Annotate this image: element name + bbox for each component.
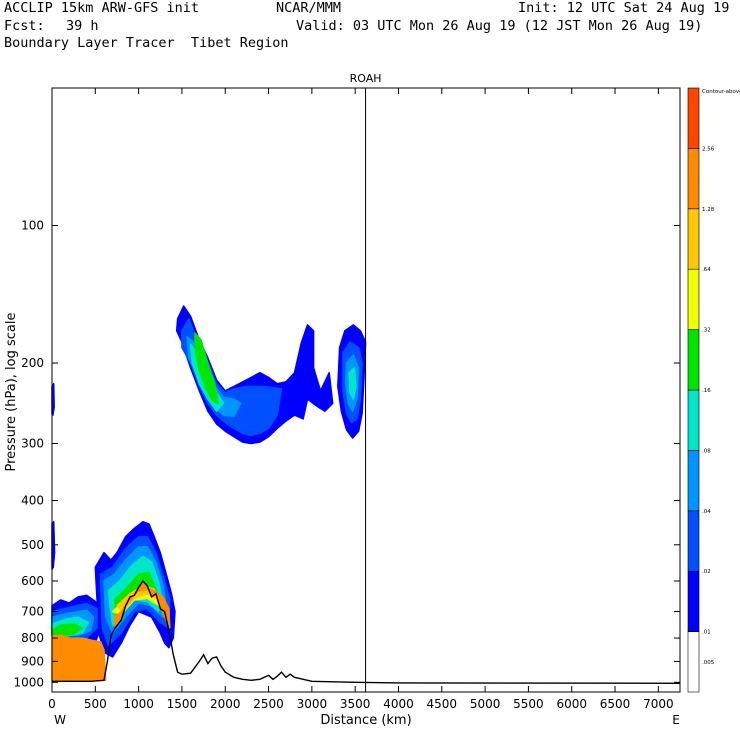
header-init: Init: 12 UTC Sat 24 Aug 19 <box>518 0 730 16</box>
colorbar-swatch <box>687 631 700 693</box>
y-tick-label: 300 <box>21 436 44 450</box>
station-label: ROAH <box>350 72 382 85</box>
header-fcst-label: Fcst: <box>4 18 45 34</box>
y-ticks: 100 200 300 400 500 600 700 800 900 1000 <box>13 219 680 689</box>
colorbar-label: .32 <box>702 328 711 334</box>
colorbar-swatch <box>687 510 700 572</box>
y-tick-label: 600 <box>21 574 44 588</box>
tracer-region-7 <box>181 318 283 437</box>
header-fcst-value: 39 h <box>66 18 99 34</box>
colorbar-label: .005 <box>702 660 715 666</box>
x-tick-label: 3000 <box>297 697 328 711</box>
y-axis-label: Pressure (hPa), log scale <box>4 313 19 472</box>
east-end-label: E <box>672 713 680 727</box>
y-tick-label: 800 <box>21 631 44 645</box>
header-model: ACCLIP 15km ARW-GFS init <box>4 0 200 16</box>
colorbar-label: Contour-above <box>702 89 740 95</box>
colorbar-label: .16 <box>702 388 711 394</box>
colorbar-swatch <box>687 329 700 391</box>
colorbar-swatch <box>687 570 700 632</box>
colorbar: .005 .01 .02 .04 .08 .16 .32 .64 1.28 2.56 Contour… <box>687 87 740 693</box>
colorbar-label: .64 <box>702 267 711 273</box>
x-ticks: 0 500 1000 1500 2000 2500 3000 3500 4000 4500 5000… <box>48 88 674 711</box>
header-org: NCAR/MMM <box>276 0 342 16</box>
y-tick-label: 1000 <box>13 675 44 689</box>
x-tick-label: 6000 <box>556 697 587 711</box>
x-tick-label: 4000 <box>383 697 414 711</box>
colorbar-label: .02 <box>702 569 711 575</box>
colorbar-label: .01 <box>702 630 711 636</box>
x-tick-label: 4500 <box>427 697 458 711</box>
tracer-region-19 <box>194 332 220 405</box>
colorbar-swatch <box>687 148 700 210</box>
y-tick-label: 900 <box>21 654 44 668</box>
colorbar-label: 1.28 <box>702 207 715 213</box>
colorbar-label: 2.56 <box>702 146 715 152</box>
x-tick-label: 2500 <box>253 697 284 711</box>
x-tick-label: 2000 <box>210 697 241 711</box>
x-tick-label: 3500 <box>340 697 371 711</box>
x-tick-label: 7000 <box>643 697 674 711</box>
header-field: Boundary Layer Tracer Tibet Region <box>4 35 289 51</box>
tracer-region-24 <box>51 634 107 683</box>
terrain-line <box>52 579 681 684</box>
colorbar-label: .04 <box>702 509 711 515</box>
y-tick-label: 400 <box>21 494 44 508</box>
y-tick-label: 100 <box>21 219 44 233</box>
x-tick-label: 6500 <box>600 697 631 711</box>
tracer-region-16 <box>348 367 357 400</box>
y-tick-label: 500 <box>21 538 44 552</box>
terrain-layer <box>52 579 681 684</box>
x-tick-label: 5000 <box>470 697 501 711</box>
x-tick-label: 0 <box>48 697 56 711</box>
colorbar-swatch <box>687 208 700 270</box>
x-tick-label: 1000 <box>123 697 154 711</box>
west-end-label: W <box>54 713 66 727</box>
colorbar-label: .08 <box>702 448 711 454</box>
colorbar-swatch <box>687 450 700 512</box>
y-tick-label: 700 <box>21 605 44 619</box>
x-tick-label: 5500 <box>513 697 544 711</box>
colorbar-swatch <box>687 87 700 149</box>
x-axis-label: Distance (km) <box>320 713 411 728</box>
y-tick-label: 200 <box>21 356 44 370</box>
colorbar-swatch <box>687 268 700 330</box>
plot-frame <box>51 87 681 693</box>
x-tick-label: 500 <box>84 697 107 711</box>
x-tick-label: 1500 <box>167 697 198 711</box>
header-valid: Valid: 03 UTC Mon 26 Aug 19 (12 JST Mon … <box>296 18 703 34</box>
tracer-fills <box>51 305 367 683</box>
colorbar-swatch <box>687 389 700 451</box>
